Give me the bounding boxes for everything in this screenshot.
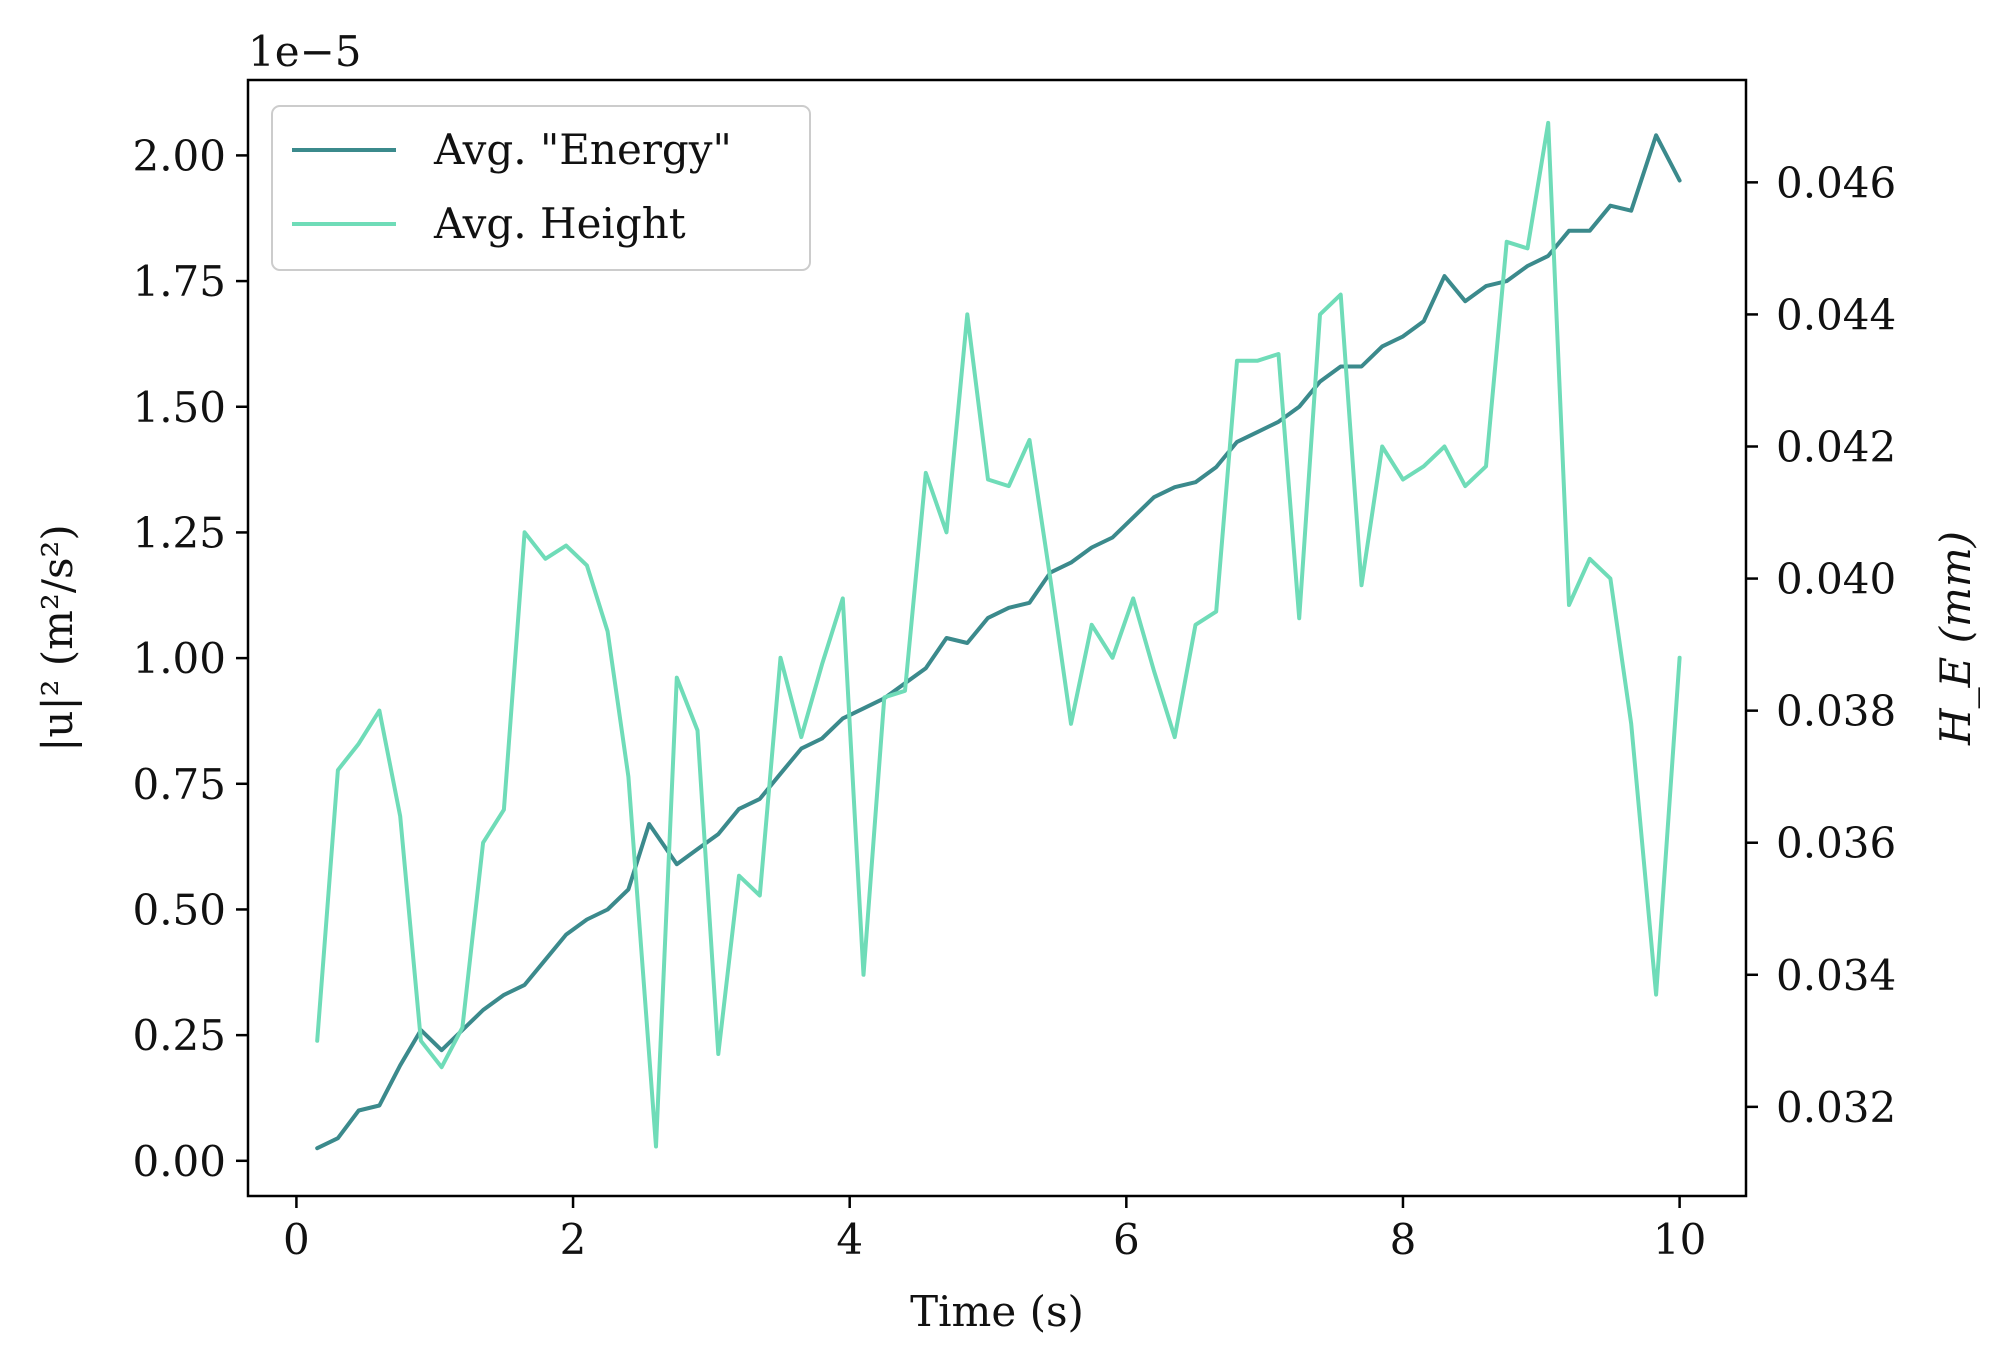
right-y-tick-label: 0.034 — [1776, 951, 1896, 1000]
left-axis-offset-text: 1e−5 — [248, 27, 362, 76]
x-tick-label: 10 — [1653, 1215, 1706, 1264]
legend-box — [271, 105, 811, 271]
left-y-tick-label: 0.00 — [132, 1137, 226, 1186]
x-tick-label: 0 — [283, 1215, 310, 1264]
x-axis-label: Time (s) — [910, 1287, 1084, 1336]
series-line-avg-energy — [315, 133, 1682, 1151]
x-tick-label: 2 — [560, 1215, 587, 1264]
left-y-tick-label: 2.00 — [132, 131, 226, 180]
series-layer — [315, 120, 1682, 1151]
x-tick-label: 8 — [1390, 1215, 1417, 1264]
x-axis-ticks: 0 2 4 6 8 10 — [283, 1196, 1706, 1264]
right-y-axis-label: H_E (mm) — [1931, 531, 1980, 746]
left-y-tick-label: 1.75 — [132, 257, 226, 306]
left-y-tick-label: 0.75 — [132, 760, 226, 809]
right-y-tick-label: 0.036 — [1776, 819, 1896, 868]
plot-frame — [246, 78, 1748, 1198]
series-line-avg-height — [315, 120, 1682, 1149]
legend-label-height: Avg. Height — [433, 199, 686, 248]
right-y-tick-label: 0.046 — [1776, 158, 1896, 207]
left-y-tick-label: 0.50 — [132, 885, 226, 934]
x-tick-label: 4 — [836, 1215, 863, 1264]
right-y-tick-label: 0.044 — [1776, 290, 1896, 339]
left-y-tick-label: 1.25 — [132, 508, 226, 557]
legend: Avg. "Energy" Avg. Height — [271, 105, 811, 271]
right-y-tick-label: 0.032 — [1776, 1083, 1896, 1132]
right-y-tick-label: 0.038 — [1776, 687, 1896, 736]
right-y-tick-label: 0.040 — [1776, 555, 1896, 604]
x-tick-label: 6 — [1113, 1215, 1140, 1264]
legend-label-energy: Avg. "Energy" — [433, 125, 732, 174]
left-y-axis-label: |u|² (m²/s²) — [33, 524, 82, 752]
left-y-axis-ticks: 0.00 0.25 0.50 0.75 1.00 1.25 1.50 1.75 2.00 — [132, 131, 248, 1186]
left-y-tick-label: 0.25 — [132, 1011, 226, 1060]
right-y-tick-label: 0.042 — [1776, 422, 1896, 471]
right-y-axis-ticks: 0.032 0.034 0.036 0.038 0.040 0.042 0.044 0.046 — [1746, 158, 1896, 1132]
left-y-tick-label: 1.50 — [132, 383, 226, 432]
left-y-tick-label: 1.00 — [132, 634, 226, 683]
